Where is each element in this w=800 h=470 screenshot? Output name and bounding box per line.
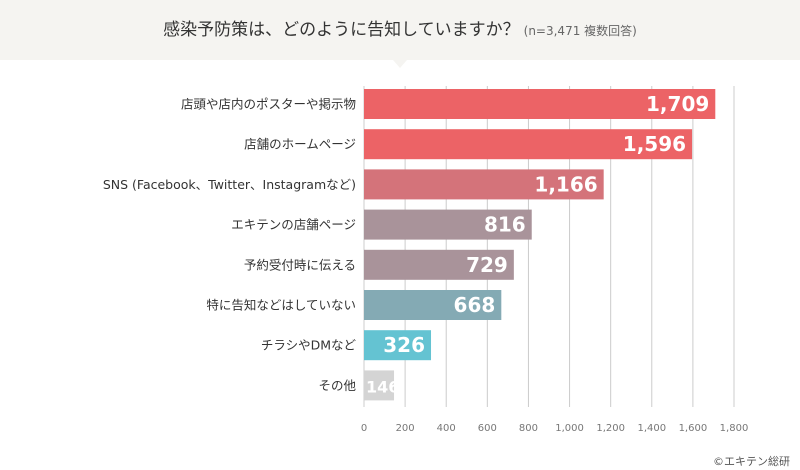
bar (364, 370, 395, 401)
data-label: 729 (466, 253, 508, 277)
x-tick-label: 1,800 (720, 423, 749, 434)
category-label: 特に告知などはしていない (206, 298, 356, 313)
x-tick-label: 0 (361, 423, 367, 434)
bar (364, 249, 514, 280)
bar (364, 209, 532, 240)
data-label: 326 (383, 333, 425, 357)
category-label: エキテンの店舗ページ (231, 217, 356, 232)
bar (364, 290, 502, 320)
bar (364, 169, 604, 200)
category-label: SNS (Facebook、Twitter、Instagramなど) (103, 177, 356, 192)
x-tick-label: 400 (437, 423, 456, 434)
chart-title: 感染予防策は、どのように告知していますか？ (163, 20, 520, 40)
x-tick-label: 600 (478, 423, 497, 434)
title-banner: 感染予防策は、どのように告知していますか？ (n=3,471 複数回答) (0, 0, 800, 60)
category-label: 店頭や店内のポスターや掲示物 (181, 97, 356, 112)
data-label: 1,596 (623, 132, 686, 156)
bar (364, 89, 716, 119)
data-label: 1,166 (534, 172, 597, 196)
credit: ©エキテン総研 (713, 455, 790, 468)
data-label: 816 (484, 213, 526, 237)
chart-subtitle: (n=3,471 複数回答) (523, 24, 637, 38)
banner-pointer (393, 60, 407, 68)
category-label: 予約受付時に伝える (244, 257, 356, 272)
x-tick-label: 1,000 (555, 423, 584, 434)
x-tick-label: 200 (396, 423, 415, 434)
x-tick-label: 800 (519, 423, 538, 434)
category-label: チラシやDMなど (261, 338, 357, 353)
x-tick-label: 1,600 (679, 423, 708, 434)
category-label: その他 (318, 378, 356, 393)
bar (364, 330, 432, 361)
data-label: 146 (366, 377, 399, 396)
category-label: 店舗のホームページ (244, 137, 356, 152)
x-tick-label: 1,400 (637, 423, 666, 434)
x-tick-label: 1,200 (596, 423, 625, 434)
bar (364, 129, 693, 160)
data-label: 1,709 (646, 92, 709, 116)
data-label: 668 (454, 293, 496, 317)
